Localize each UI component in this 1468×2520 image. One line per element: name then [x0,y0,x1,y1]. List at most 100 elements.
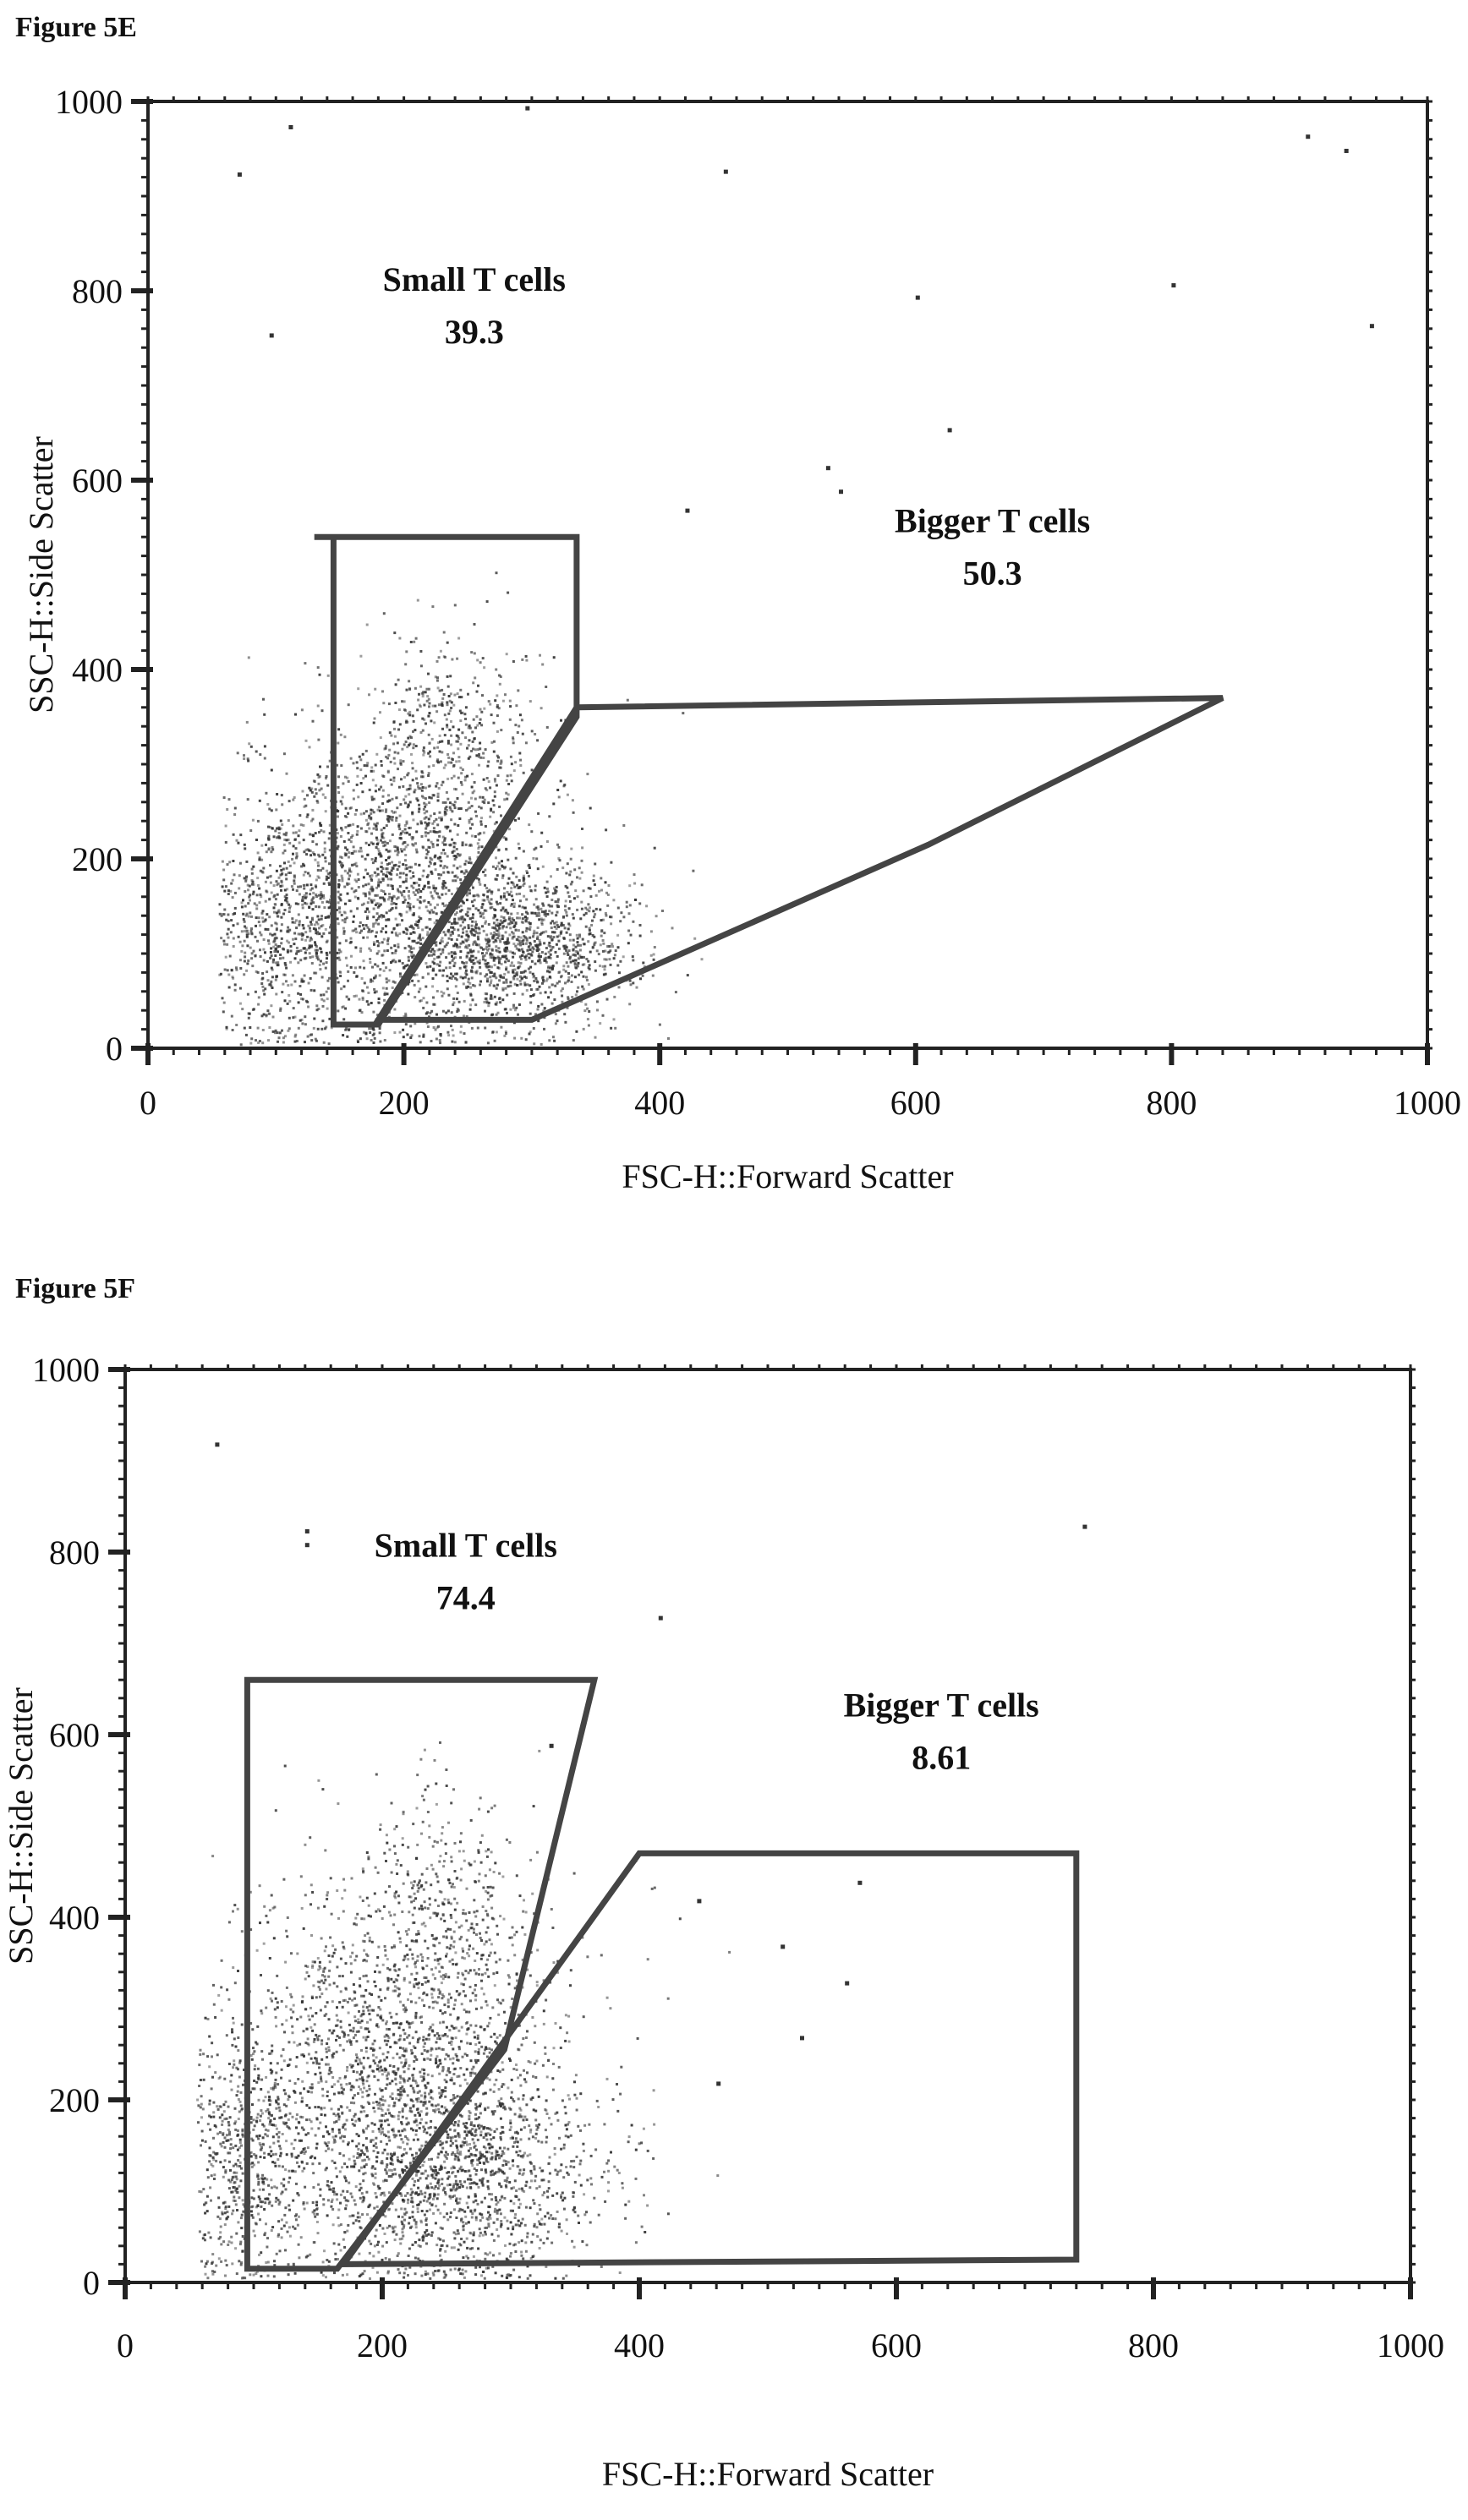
event-dot [350,887,353,890]
event-dot [576,895,579,899]
event-dot [472,681,475,685]
event-dot [455,943,458,947]
event-dot [517,2076,520,2080]
event-dot [303,2152,306,2155]
event-dot [222,913,226,916]
event-dot [271,848,275,851]
event-dot [496,2036,499,2039]
event-dot [252,949,255,953]
event-dot [386,2226,389,2229]
event-dot [399,872,403,875]
event-dot [291,917,294,921]
event-dot [415,942,419,944]
event-dot [370,900,374,903]
event-dot [266,970,269,974]
event-dot [534,846,538,850]
event-dot [465,809,468,812]
event-dot [341,879,344,883]
event-dot [395,933,398,937]
event-dot [386,898,390,901]
event-dot [298,922,301,926]
event-dot [416,1959,419,1962]
event-dot [450,734,453,737]
event-dot [286,2124,289,2128]
event-dot [547,996,550,999]
event-dot [464,944,468,948]
event-dot [337,785,340,789]
event-dot [467,744,470,747]
event-dot [487,760,490,763]
event-dot [658,1023,661,1026]
event-dot [411,767,414,770]
event-dot [362,876,365,879]
event-dot [244,877,248,881]
event-dot [394,683,397,686]
event-dot [256,851,260,855]
event-dot [498,1958,501,1961]
event-dot [276,2006,279,2009]
event-dot [550,911,554,915]
event-dot [481,657,485,660]
event-dot [512,660,515,663]
event-dot [420,1906,424,1910]
event-dot [363,812,365,815]
event-dot [446,809,449,812]
event-dot [282,973,286,976]
event-dot [439,760,442,763]
event-dot [434,2108,437,2112]
event-dot [468,949,472,953]
event-dot [425,926,428,929]
event-dot [430,950,433,954]
event-dot [512,969,514,972]
event-dot [551,892,555,895]
event-dot [342,930,346,933]
event-dot [505,981,508,984]
event-dot [517,935,520,938]
event-dot [422,796,425,799]
event-dot [400,850,403,853]
event-dot [500,976,503,979]
event-dot [233,983,237,987]
event-dot [255,970,258,973]
event-dot [271,987,274,989]
event-dot [269,982,272,986]
y-tick-label: 800 [72,272,123,310]
event-dot [617,986,621,989]
event-dot [368,788,371,791]
event-dot [270,954,273,957]
event-dot [523,970,525,974]
event-dot [563,927,567,930]
event-dot [522,950,524,954]
event-dot [486,948,490,952]
event-dot [485,2076,489,2080]
event-dot [277,910,280,913]
event-dot [388,731,392,735]
event-dot [568,957,572,960]
event-dot [391,987,394,989]
event-dot [380,889,383,893]
event-dot [325,961,328,965]
event-dot [408,801,412,804]
event-dot [404,845,408,849]
gate-value-label: 50.3 [963,555,1022,593]
event-dot [413,983,416,987]
event-dot [423,718,426,721]
event-dot [552,936,556,939]
event-dot [567,922,571,926]
event-dot [461,899,464,903]
event-dot [512,932,515,935]
event-dot [273,939,277,943]
event-dot [341,864,344,867]
event-dot [459,719,463,723]
event-dot [540,1043,543,1046]
event-dot [452,763,456,767]
event-dot [490,2129,493,2132]
event-dot [537,2095,540,2098]
event-dot [286,930,289,933]
event-dot [246,798,249,801]
event-dot [417,941,420,944]
event-dot [233,813,237,816]
event-dot [344,846,348,850]
event-dot [343,911,347,915]
event-dot [474,676,477,680]
